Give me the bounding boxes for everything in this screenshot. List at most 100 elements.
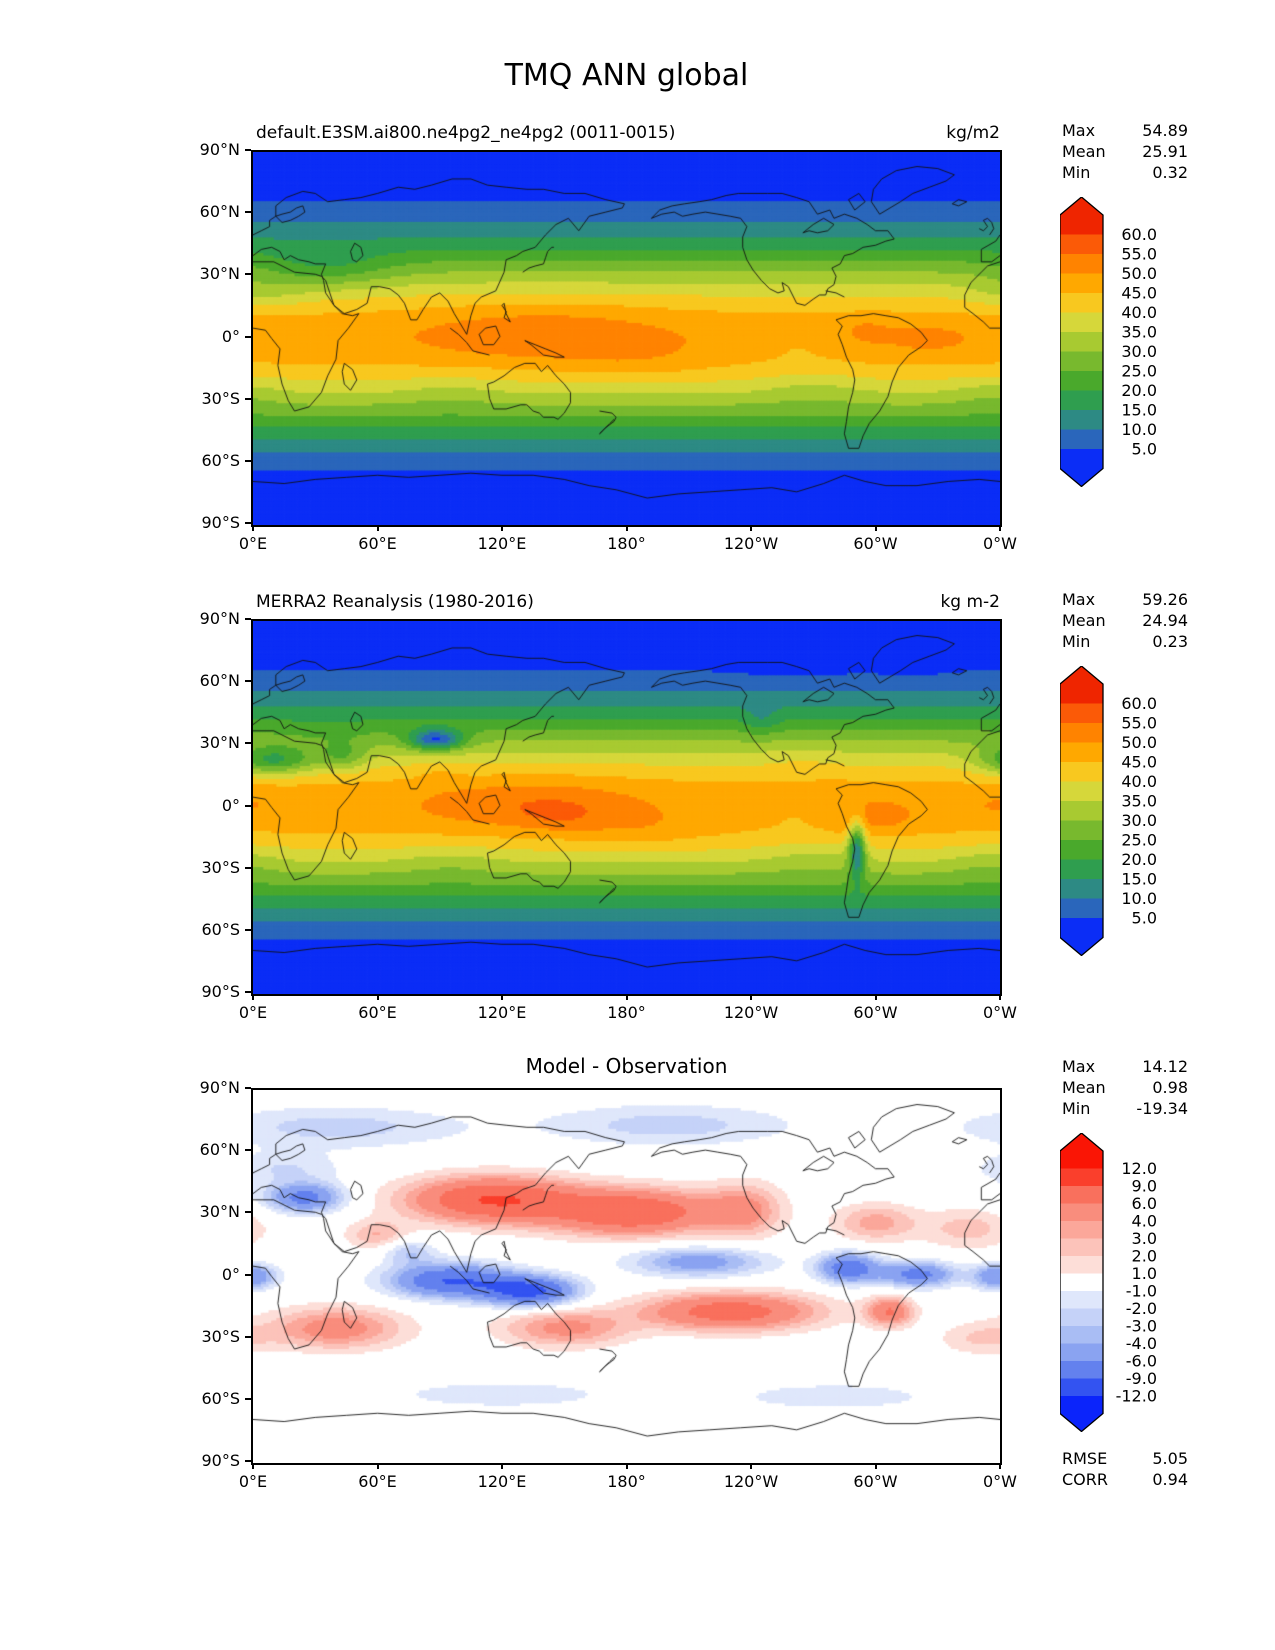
- x-tick-label: 60°E: [358, 1472, 397, 1491]
- colorbar-band: -6.0: [1126, 1352, 1157, 1371]
- colorbar-band: [1060, 1238, 1103, 1257]
- x-tick-mark: [376, 994, 379, 1000]
- colorbar-band: 45.0: [1121, 284, 1157, 303]
- colorbar-band: 1.0: [1132, 1264, 1157, 1283]
- colorbar-band: 10.0: [1121, 889, 1157, 908]
- y-tick-mark: [245, 335, 251, 338]
- y-tick-mark: [245, 1460, 251, 1462]
- y-tick-label: 0°: [221, 326, 240, 346]
- colorbar-band: [1060, 781, 1103, 802]
- reference-map-canvas: [251, 619, 1002, 996]
- y-tick-mark: [245, 742, 251, 745]
- difference-stat-mean-label: Mean: [1062, 1078, 1106, 1097]
- colorbar-band: 15.0: [1121, 401, 1157, 420]
- y-tick-label: 30°N: [199, 264, 240, 284]
- colorbar-band: -12.0: [1116, 1387, 1157, 1406]
- colorbar-band: [1060, 1413, 1103, 1432]
- reference-subtitle: MERRA2 Reanalysis (1980-2016): [256, 592, 534, 612]
- colorbar-band: 35.0: [1121, 792, 1157, 811]
- x-tick-mark: [750, 1463, 752, 1469]
- reference-units: kg m-2: [940, 592, 1000, 612]
- x-tick-mark: [874, 994, 877, 1000]
- colorbar-band: [1060, 666, 1104, 956]
- model-stat-min-value: 0.32: [1152, 163, 1188, 182]
- y-tick-label: 30°S: [201, 857, 240, 877]
- colorbar-band: [1060, 1291, 1103, 1309]
- colorbar-band: [1060, 666, 1103, 684]
- x-tick-label: 120°W: [723, 1003, 779, 1022]
- colorbar-band: [1060, 351, 1103, 372]
- colorbar-band: [1060, 1221, 1103, 1239]
- y-tick-label: 30°S: [201, 388, 240, 408]
- colorbar-band: [1060, 410, 1103, 430]
- reference-stat-min-label: Min: [1062, 632, 1091, 651]
- colorbar-band: [1060, 1378, 1103, 1397]
- colorbar-band: 15.0: [1121, 870, 1157, 889]
- x-tick-mark: [999, 994, 1001, 1000]
- x-tick-label: 120°E: [477, 1472, 527, 1491]
- reference-stat-max-value: 59.26: [1142, 590, 1188, 609]
- colorbar-band: [1060, 234, 1103, 255]
- y-tick-label: 60°S: [201, 919, 240, 939]
- y-tick-label: 0°: [221, 1264, 240, 1284]
- colorbar-band: 2.0: [1132, 1247, 1157, 1266]
- colorbar-band: [1060, 879, 1103, 899]
- y-tick-mark: [245, 1335, 251, 1338]
- y-tick-label: 60°N: [199, 671, 240, 691]
- colorbar-band: [1060, 723, 1103, 743]
- colorbar-band: [1060, 1133, 1104, 1432]
- colorbar-band: 9.0: [1132, 1177, 1157, 1196]
- x-tick-mark: [252, 525, 254, 531]
- colorbar-band: [1060, 273, 1103, 294]
- y-tick-mark: [245, 397, 251, 400]
- y-tick-label: 90°N: [199, 140, 240, 159]
- colorbar-band: 20.0: [1121, 850, 1157, 869]
- colorbar-band: -3.0: [1126, 1317, 1157, 1336]
- model-stat-min-label: Min: [1062, 163, 1091, 182]
- colorbar-band: [1060, 449, 1103, 469]
- x-tick-mark: [501, 1463, 503, 1469]
- x-tick-label: 60°W: [853, 534, 898, 553]
- y-tick-mark: [245, 149, 251, 151]
- y-tick-label: 60°N: [199, 1140, 240, 1160]
- colorbar-band: 40.0: [1121, 303, 1157, 322]
- x-tick-label: 180°: [607, 1472, 646, 1491]
- x-tick-mark: [750, 525, 752, 531]
- y-tick-label: 90°N: [199, 609, 240, 628]
- x-tick-label: 0°E: [238, 1003, 268, 1022]
- x-tick-mark: [750, 994, 752, 1000]
- model-stat-max-value: 54.89: [1142, 121, 1188, 140]
- corr-label: CORR: [1062, 1470, 1108, 1489]
- x-tick-label: 180°: [607, 534, 646, 553]
- colorbar-band: [1060, 254, 1103, 274]
- x-tick-mark: [501, 525, 503, 531]
- reference-colorbar: 60.055.050.045.040.035.030.025.020.015.0…: [1060, 666, 1157, 956]
- colorbar-band: [1060, 898, 1103, 919]
- colorbar-band: [1060, 762, 1103, 782]
- colorbar-band: 50.0: [1121, 264, 1157, 283]
- y-tick-mark: [245, 211, 251, 214]
- y-tick-mark: [245, 991, 251, 993]
- corr-value: 0.94: [1152, 1470, 1188, 1489]
- model-units: kg/m2: [946, 123, 1000, 143]
- difference-stat-mean-value: 0.98: [1152, 1078, 1188, 1097]
- colorbar-band: -4.0: [1126, 1334, 1157, 1353]
- colorbar-band: 55.0: [1121, 245, 1157, 264]
- x-tick-label: 60°W: [853, 1472, 898, 1491]
- y-tick-mark: [245, 1087, 251, 1089]
- colorbar-band: 20.0: [1121, 381, 1157, 400]
- x-tick-mark: [999, 525, 1001, 531]
- y-tick-mark: [245, 1211, 251, 1214]
- colorbar-band: 45.0: [1121, 753, 1157, 772]
- reference-stat-mean-label: Mean: [1062, 611, 1106, 630]
- y-tick-label: 90°S: [201, 1451, 240, 1470]
- y-tick-label: 30°N: [199, 733, 240, 753]
- reference-stat-min-value: 0.23: [1152, 632, 1188, 651]
- colorbar-band: [1060, 820, 1103, 841]
- y-tick-mark: [245, 804, 251, 807]
- x-tick-label: 60°E: [358, 534, 397, 553]
- y-tick-mark: [245, 866, 251, 869]
- y-tick-mark: [245, 459, 251, 462]
- colorbar-band: [1060, 1186, 1103, 1204]
- x-tick-label: 180°: [607, 1003, 646, 1022]
